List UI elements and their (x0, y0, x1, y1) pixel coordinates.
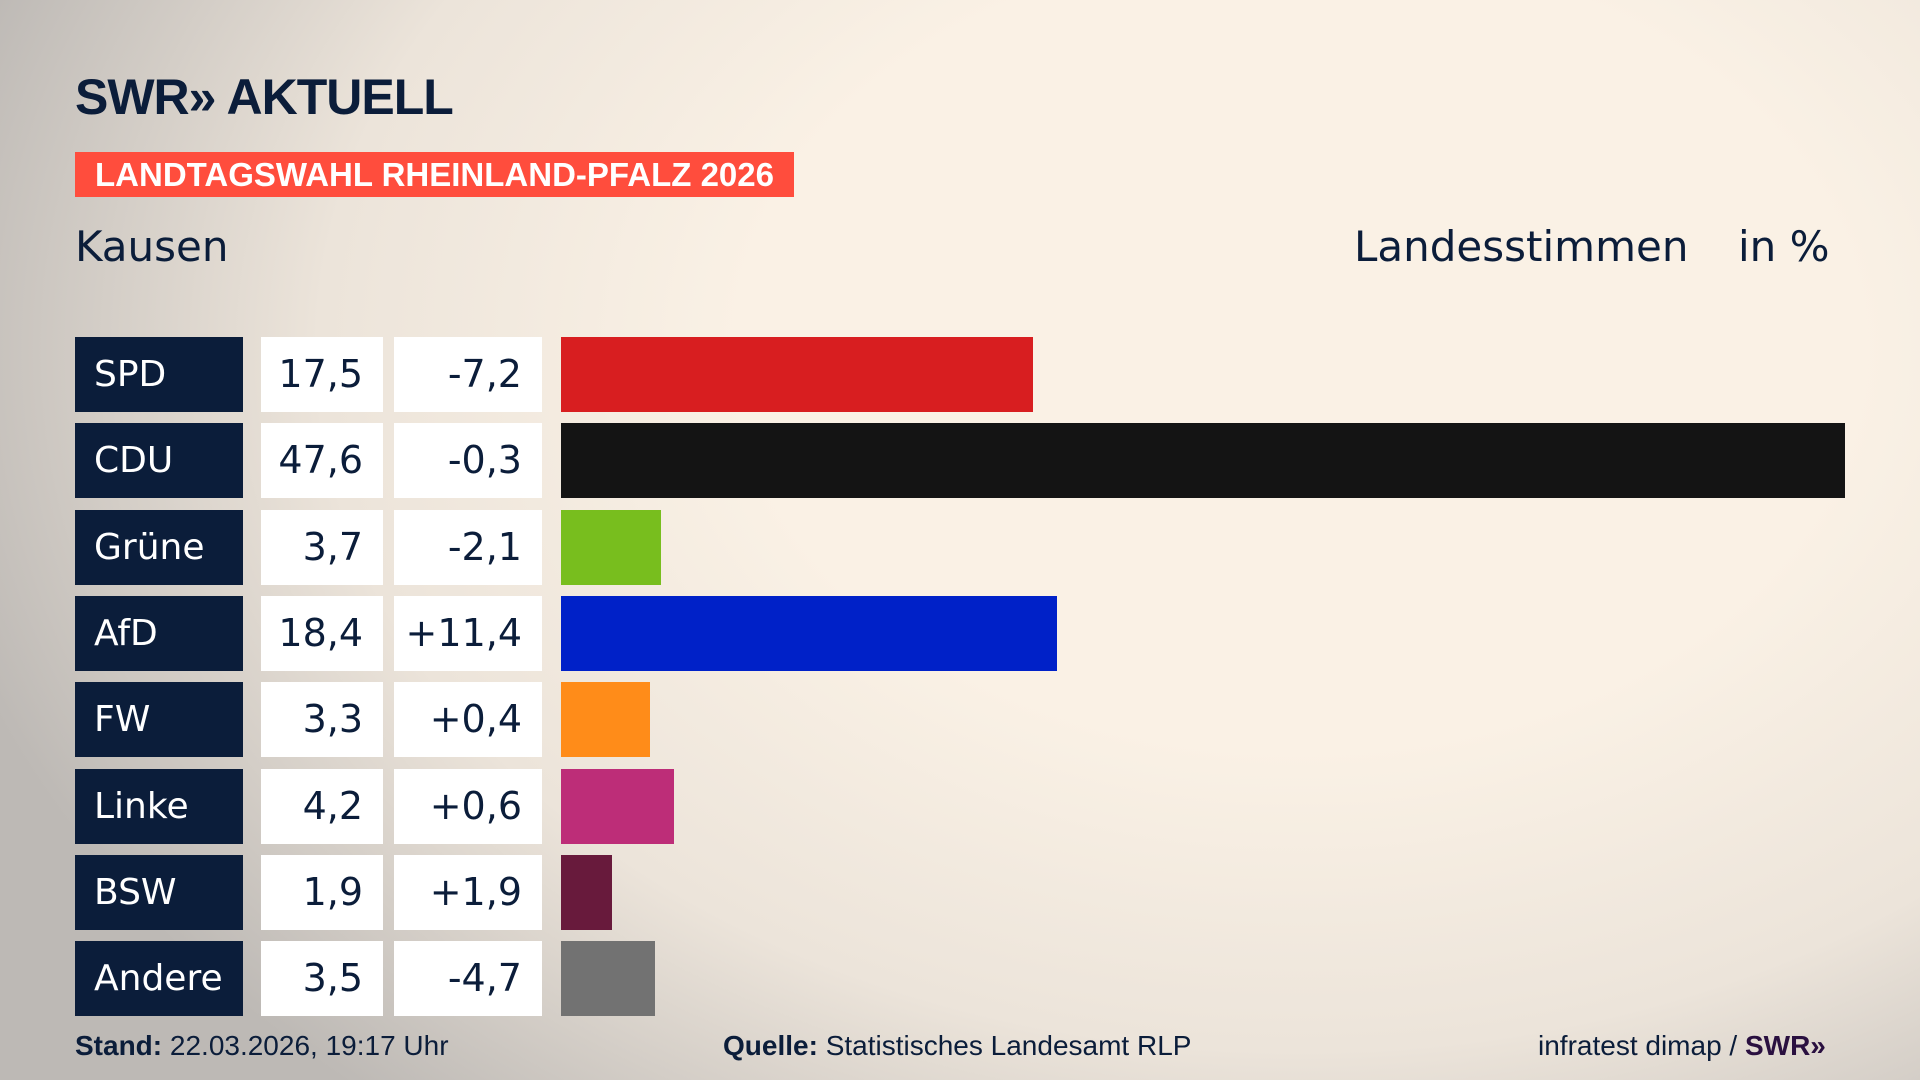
party-row: AfD 18,4 +11,4 (0, 595, 1920, 671)
timestamp: Stand: 22.03.2026, 19:17 Uhr (75, 1030, 449, 1061)
vote-share: 3,5 (261, 941, 383, 1017)
vote-share: 3,7 (261, 509, 383, 585)
bar-fw (561, 682, 651, 758)
party-row: Andere 3,5 -4,7 (0, 941, 1920, 1017)
swr-aktuell-logo: SWR» AKTUELL (75, 69, 454, 125)
vote-change: +0,4 (394, 682, 542, 758)
vote-share: 18,4 (261, 595, 383, 671)
vote-change: -4,7 (394, 941, 542, 1017)
party-row: FW 3,3 +0,4 (0, 682, 1920, 758)
party-name: SPD (75, 337, 243, 412)
credit: infratest dimap / SWR» (1538, 1030, 1826, 1061)
unit-label: in % (1738, 222, 1830, 271)
vote-change: -0,3 (394, 423, 542, 499)
party-row: Linke 4,2 +0,6 (0, 768, 1920, 844)
vote-change: +11,4 (394, 595, 542, 671)
party-name: Andere (75, 941, 243, 1017)
vote-change: +1,9 (394, 854, 542, 930)
bar-grüne (561, 509, 661, 585)
party-row: SPD 17,5 -7,2 (0, 337, 1920, 412)
party-row: BSW 1,9 +1,9 (0, 854, 1920, 930)
party-name: Linke (75, 768, 243, 844)
vote-share: 47,6 (261, 423, 383, 499)
bar-cdu (561, 423, 1845, 499)
bar-bsw (561, 854, 613, 930)
bar-afd (561, 595, 1058, 671)
source: Quelle: Statistisches Landesamt RLP (723, 1030, 1192, 1061)
place-name: Kausen (75, 222, 229, 271)
vote-share: 1,9 (261, 854, 383, 930)
vote-share: 4,2 (261, 768, 383, 844)
vote-change: -2,1 (394, 509, 542, 585)
vote-share: 17,5 (261, 337, 383, 412)
party-name: Grüne (75, 509, 243, 585)
party-row: CDU 47,6 -0,3 (0, 423, 1920, 499)
vote-change: -7,2 (394, 337, 542, 412)
bar-linke (561, 768, 675, 844)
metric-label: Landesstimmen (1354, 222, 1689, 271)
party-row: Grüne 3,7 -2,1 (0, 509, 1920, 585)
party-name: AfD (75, 595, 243, 671)
bar-andere (561, 941, 656, 1017)
election-banner: LANDTAGSWAHL RHEINLAND-PFALZ 2026 (75, 152, 794, 197)
party-name: BSW (75, 854, 243, 930)
party-name: CDU (75, 423, 243, 499)
vote-share: 3,3 (261, 682, 383, 758)
party-name: FW (75, 682, 243, 758)
bar-spd (561, 337, 1034, 412)
vote-change: +0,6 (394, 768, 542, 844)
swr-logo: SWR» (1744, 1030, 1826, 1061)
